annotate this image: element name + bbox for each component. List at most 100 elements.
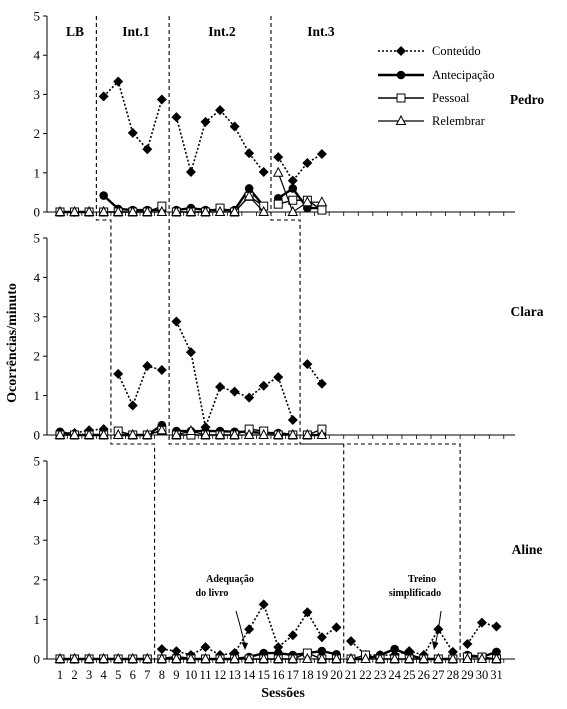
data-point xyxy=(389,652,400,663)
data-point xyxy=(273,152,284,163)
legend-label: Conteúdo xyxy=(432,44,481,58)
data-point xyxy=(302,158,313,168)
x-tick-label: 23 xyxy=(374,668,387,682)
data-point xyxy=(302,196,313,207)
data-point xyxy=(142,361,153,372)
x-tick-label: 9 xyxy=(173,668,179,682)
data-point xyxy=(273,372,284,383)
y-tick-label: 4 xyxy=(34,493,41,508)
x-tick-label: 22 xyxy=(359,668,372,682)
data-point xyxy=(462,652,473,663)
data-point xyxy=(185,652,197,663)
data-point xyxy=(287,175,298,186)
phase-label: Int.1 xyxy=(122,24,150,39)
data-point xyxy=(156,644,167,655)
data-point xyxy=(316,428,328,439)
series-line xyxy=(175,108,265,176)
phase-label: LB xyxy=(66,24,84,39)
y-tick-label: 5 xyxy=(34,454,41,469)
data-point xyxy=(447,646,458,657)
data-point xyxy=(112,205,124,216)
data-point xyxy=(113,368,124,379)
y-tick-label: 2 xyxy=(34,126,41,141)
series-line xyxy=(103,79,163,151)
data-point xyxy=(171,652,182,663)
x-tick-label: 1 xyxy=(57,668,63,682)
data-point xyxy=(69,205,80,216)
x-tick-label: 30 xyxy=(476,668,489,682)
data-point xyxy=(258,380,269,391)
data-point xyxy=(418,652,430,663)
series-relembrar xyxy=(54,166,328,216)
data-point xyxy=(229,652,240,663)
data-point xyxy=(316,378,327,389)
data-point xyxy=(156,424,168,435)
y-tick-label: 2 xyxy=(34,572,41,587)
data-point xyxy=(69,652,80,663)
series-line xyxy=(60,428,104,434)
data-point xyxy=(374,652,386,663)
participant-name: Aline xyxy=(512,542,543,557)
data-point xyxy=(244,624,255,635)
data-point xyxy=(316,652,328,663)
data-point xyxy=(54,428,66,439)
data-point xyxy=(185,205,197,216)
x-tick-label: 16 xyxy=(272,668,285,682)
data-point xyxy=(462,638,473,649)
data-point xyxy=(258,205,270,216)
data-point xyxy=(403,652,415,663)
x-tick-label: 5 xyxy=(115,668,121,682)
data-point xyxy=(83,205,95,216)
data-point xyxy=(83,652,95,663)
x-tick-label: 14 xyxy=(243,668,256,682)
data-point xyxy=(185,167,196,178)
x-axis-label: Sessões xyxy=(261,686,305,701)
data-point xyxy=(200,116,211,127)
y-tick-label: 5 xyxy=(34,9,41,24)
data-point xyxy=(287,652,299,663)
data-point xyxy=(272,428,284,439)
data-point xyxy=(390,644,399,654)
data-point xyxy=(69,428,80,439)
y-tick-label: 3 xyxy=(34,87,41,102)
data-point xyxy=(156,205,168,216)
panel-aline: 0 1 2 3 4 5 Aline xyxy=(34,454,543,667)
data-point xyxy=(243,428,255,439)
data-point xyxy=(141,652,153,663)
panel-clara: 0 1 2 3 4 5 Clara xyxy=(34,231,544,443)
x-tick-label: 31 xyxy=(490,668,503,682)
data-point xyxy=(491,621,502,632)
data-point xyxy=(215,381,226,392)
data-point xyxy=(447,652,459,663)
data-point xyxy=(492,647,501,657)
data-point xyxy=(317,205,327,215)
data-point xyxy=(317,646,327,656)
phase-label: Int.3 xyxy=(307,24,335,39)
phase-line-2 xyxy=(168,16,345,662)
series-relembrar xyxy=(54,652,502,663)
phase-line-1 xyxy=(95,16,156,662)
data-point xyxy=(258,652,270,663)
series-line xyxy=(277,153,323,183)
data-point xyxy=(200,428,211,439)
data-point xyxy=(171,205,182,216)
y-tick-label: 5 xyxy=(34,231,41,246)
x-tick-label: 19 xyxy=(316,668,329,682)
data-point xyxy=(127,400,138,411)
x-tick-label: 21 xyxy=(345,668,358,682)
x-tick-label: 18 xyxy=(301,668,314,682)
data-point xyxy=(99,191,108,200)
x-tick-label: 20 xyxy=(330,668,343,682)
annotation-text: Treino xyxy=(408,574,436,585)
y-tick-label: 2 xyxy=(34,349,41,364)
series-line xyxy=(175,321,294,431)
data-point xyxy=(229,386,240,397)
data-point xyxy=(243,652,255,663)
data-point xyxy=(98,428,109,439)
series-conteúdo xyxy=(55,76,327,217)
data-point xyxy=(214,652,226,663)
legend-marker xyxy=(396,70,406,80)
participant-name: Clara xyxy=(511,304,544,319)
annotation-text: Adequação xyxy=(206,574,254,585)
y-tick-label: 0 xyxy=(34,428,41,443)
